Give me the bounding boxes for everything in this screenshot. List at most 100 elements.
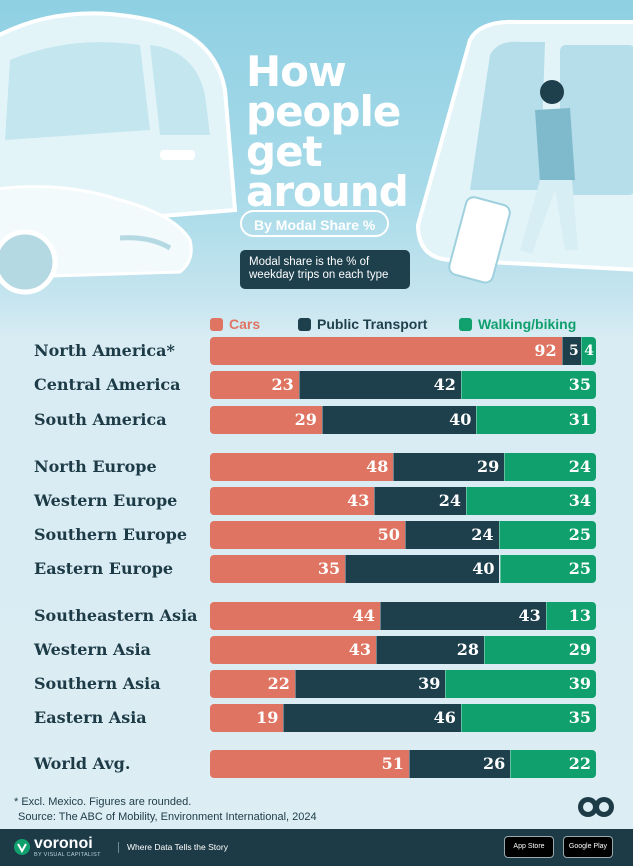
- value-label: 13: [568, 606, 591, 625]
- bar-row: 22 39 39: [210, 670, 596, 698]
- title-line: How: [246, 47, 347, 96]
- row-label: South America: [34, 410, 167, 429]
- segment-walking-biking: 35: [460, 704, 596, 732]
- value-label: 19: [256, 708, 279, 727]
- note-line: weekday trips on each type: [249, 269, 389, 281]
- page-title: How people get around: [246, 51, 409, 213]
- legend-swatch: [298, 317, 311, 331]
- title-line: get: [246, 127, 323, 176]
- value-label: 42: [433, 375, 456, 394]
- segment-public-transport: 40: [345, 555, 500, 583]
- value-label: 43: [347, 491, 370, 510]
- segment-cars: 43: [210, 487, 375, 515]
- segment-cars: 48: [210, 453, 394, 481]
- row-label: Eastern Europe: [34, 559, 174, 578]
- segment-public-transport: 5: [561, 337, 581, 365]
- segment-cars: 19: [210, 704, 284, 732]
- value-label: 22: [568, 754, 591, 773]
- segment-walking-biking: 34: [466, 487, 596, 515]
- app-store-button[interactable]: App Store: [504, 836, 554, 858]
- bar-row: 29 40 31: [210, 406, 596, 434]
- value-label: 29: [568, 640, 591, 659]
- value-label: 28: [456, 640, 480, 659]
- title-line: people: [246, 87, 401, 136]
- definition-note: Modal share is the % of weekday trips on…: [240, 250, 410, 289]
- legend-label: Public Transport: [317, 316, 428, 332]
- bar-row: 43 24 34: [210, 487, 596, 515]
- segment-walking-biking: 25: [498, 521, 596, 549]
- bar-row: 48 29 24: [210, 453, 596, 481]
- value-label: 26: [482, 754, 506, 773]
- bar-row: 35 40 25: [210, 555, 596, 583]
- segment-walking-biking: 24: [504, 453, 596, 481]
- row-label: Southern Asia: [34, 674, 161, 693]
- bar-row: 50 24 25: [210, 521, 596, 549]
- value-label: 35: [317, 559, 341, 578]
- value-label: 40: [472, 559, 495, 578]
- value-label: 40: [449, 410, 472, 429]
- row-label: Central America: [34, 375, 181, 394]
- value-label: 23: [271, 375, 294, 394]
- legend-swatch: [459, 317, 472, 331]
- segment-walking-biking: 25: [499, 555, 596, 583]
- value-label: 25: [568, 559, 591, 578]
- segment-cars: 50: [210, 521, 405, 549]
- bar-row: 23 42 35: [210, 371, 596, 399]
- segment-public-transport: 24: [374, 487, 467, 515]
- segment-cars: 23: [210, 371, 299, 399]
- segment-public-transport: 26: [408, 750, 511, 778]
- legend-item-public-transport: Public Transport: [298, 315, 427, 333]
- value-label: 39: [418, 674, 441, 693]
- segment-cars: 92: [210, 337, 562, 365]
- value-label: 92: [534, 341, 557, 360]
- segment-walking-biking: 39: [445, 670, 596, 698]
- value-label: 50: [377, 525, 400, 544]
- subtitle-pill: By Modal Share %: [240, 210, 390, 237]
- segment-walking-biking: 31: [476, 406, 596, 434]
- value-label: 24: [438, 491, 462, 510]
- value-label: 5: [568, 343, 579, 359]
- brand-name: voronoi: [34, 835, 93, 852]
- value-label: 25: [568, 525, 591, 544]
- value-label: 29: [294, 410, 317, 429]
- segment-public-transport: 42: [298, 371, 461, 399]
- legend-item-cars: Cars: [210, 315, 260, 333]
- value-label: 24: [471, 525, 494, 544]
- value-label: 24: [568, 457, 591, 476]
- bar-row: 92 5 4: [210, 337, 596, 365]
- legend-swatch: [210, 317, 223, 331]
- brand-subtitle: BY VISUAL CAPITALIST: [34, 852, 101, 858]
- segment-public-transport: 46: [283, 704, 461, 732]
- value-label: 35: [568, 375, 591, 394]
- segment-cars: 44: [210, 602, 380, 630]
- row-label: North America*: [34, 341, 175, 360]
- segment-cars: 22: [210, 670, 295, 698]
- legend-item-walking-biking: Walking/biking: [459, 315, 576, 333]
- value-label: 39: [568, 674, 591, 693]
- note-line: Modal share is the % of: [249, 256, 370, 268]
- segment-walking-biking: 22: [510, 750, 596, 778]
- row-label: Southeastern Asia: [34, 606, 198, 625]
- segment-walking-biking: 13: [545, 602, 596, 630]
- bus-illustration: [0, 11, 238, 232]
- segment-public-transport: 40: [321, 406, 477, 434]
- google-play-button[interactable]: Google Play: [563, 836, 613, 858]
- segment-public-transport: 39: [294, 670, 446, 698]
- value-label: 43: [348, 640, 371, 659]
- value-label: 48: [366, 457, 389, 476]
- value-label: 44: [352, 606, 375, 625]
- header-illustration: [0, 11, 633, 295]
- segment-public-transport: 43: [379, 602, 546, 630]
- title-line: around: [246, 167, 409, 216]
- source-note: Source: The ABC of Mobility, Environment…: [18, 811, 317, 823]
- row-label: Southern Europe: [34, 525, 187, 544]
- segment-walking-biking: 35: [460, 371, 596, 399]
- row-label: North Europe: [34, 457, 157, 476]
- footnote: * Excl. Mexico. Figures are rounded.: [14, 796, 192, 808]
- segment-public-transport: 29: [393, 453, 505, 481]
- row-label: Western Asia: [34, 640, 151, 659]
- value-label: 31: [568, 410, 591, 429]
- value-label: 34: [568, 491, 591, 510]
